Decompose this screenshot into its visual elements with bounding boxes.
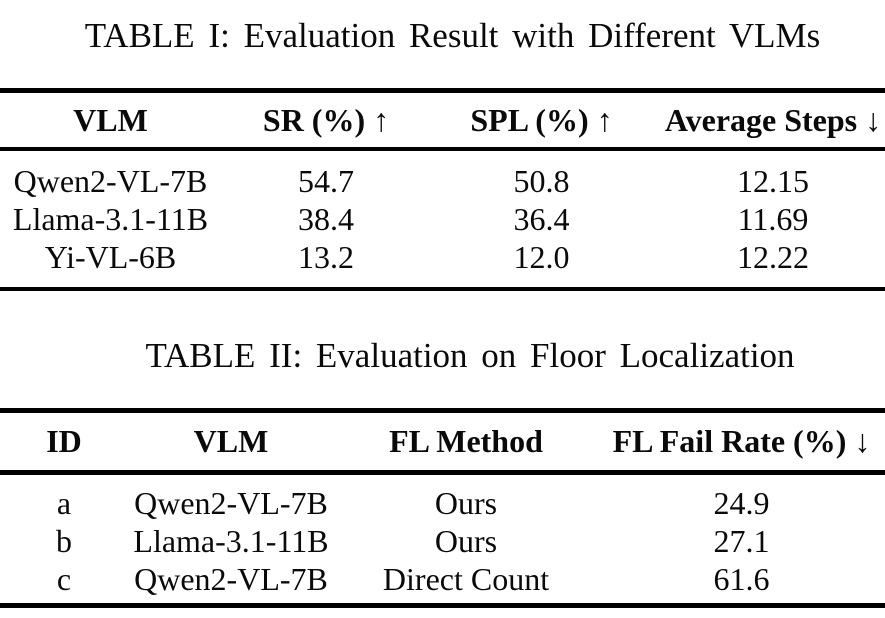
table-row: a Qwen2-VL-7B Ours 24.9	[0, 484, 885, 522]
table-1-header-sr: SR (%) ↑	[262, 101, 390, 138]
table-cell: 50.8	[513, 163, 570, 199]
table-cell: 54.7	[298, 163, 354, 199]
table-cell: Qwen2-VL-7B	[13, 163, 208, 199]
table-cell: Llama-3.1-11B	[133, 523, 329, 559]
table-1-header-row: VLM SR (%) ↑ SPL (%) ↑ Average Steps ↓	[0, 93, 885, 147]
table-2-bottom-rule	[0, 603, 885, 608]
table-2-header-vlm: VLM	[193, 423, 269, 459]
table-cell: Direct Count	[382, 561, 550, 597]
table-cell: Qwen2-VL-7B	[134, 561, 328, 597]
table-row: Yi-VL-6B 13.2 12.0 12.22	[0, 238, 885, 276]
table-cell: 38.4	[298, 201, 354, 237]
table-row: c Qwen2-VL-7B Direct Count 61.6	[0, 560, 885, 598]
table-1-mid-rule	[0, 147, 885, 151]
table-row: Qwen2-VL-7B 54.7 50.8 12.15	[0, 162, 885, 200]
table-1-caption: TABLE I: Evaluation Result with Differen…	[84, 16, 821, 55]
table-cell: Qwen2-VL-7B	[134, 485, 328, 521]
table-cell: b	[56, 523, 72, 559]
table-2-caption: TABLE II: Evaluation on Floor Localizati…	[145, 336, 795, 375]
table-1-header-spl: SPL (%) ↑	[470, 101, 613, 138]
table-1-header-vlm: VLM	[73, 101, 148, 138]
table-1-bottom-rule	[0, 287, 885, 291]
table-cell: 11.69	[737, 201, 809, 237]
table-cell: Ours	[434, 523, 498, 559]
table-cell: 27.1	[713, 523, 770, 559]
table-cell: Ours	[434, 485, 498, 521]
table-2-header-row: ID VLM FL Method FL Fail Rate (%) ↓	[0, 413, 885, 470]
table-cell: 13.2	[298, 239, 354, 275]
table-2-mid-rule	[0, 470, 885, 475]
table-2-header-id: ID	[46, 423, 82, 459]
table-2-header-fl-method: FL Method	[389, 423, 543, 459]
table-1: VLM SR (%) ↑ SPL (%) ↑ Average Steps ↓ Q…	[0, 88, 885, 291]
table-1-top-rule	[0, 88, 885, 93]
table-cell: Llama-3.1-11B	[12, 201, 209, 237]
table-1-body: Qwen2-VL-7B 54.7 50.8 12.15 Llama-3.1-11…	[0, 151, 885, 287]
table-cell: c	[56, 561, 72, 597]
table-cell: 12.15	[737, 163, 809, 199]
table-1-header-average-steps: Average Steps ↓	[664, 101, 882, 138]
table-cell: Yi-VL-6B	[44, 239, 177, 275]
table-2-header-fl-fail-rate: FL Fail Rate (%) ↓	[612, 423, 871, 459]
table-row: b Llama-3.1-11B Ours 27.1	[0, 522, 885, 560]
table-cell: a	[56, 485, 72, 521]
table-row: Llama-3.1-11B 38.4 36.4 11.69	[0, 200, 885, 238]
table-2-top-rule	[0, 408, 885, 413]
table-cell: 61.6	[713, 561, 770, 597]
table-cell: 12.0	[513, 239, 570, 275]
table-cell: 12.22	[737, 239, 809, 275]
table-2: ID VLM FL Method FL Fail Rate (%) ↓ a Qw…	[0, 408, 885, 608]
table-2-body: a Qwen2-VL-7B Ours 24.9 b Llama-3.1-11B …	[0, 475, 885, 603]
table-cell: 36.4	[513, 201, 570, 237]
table-cell: 24.9	[713, 485, 770, 521]
